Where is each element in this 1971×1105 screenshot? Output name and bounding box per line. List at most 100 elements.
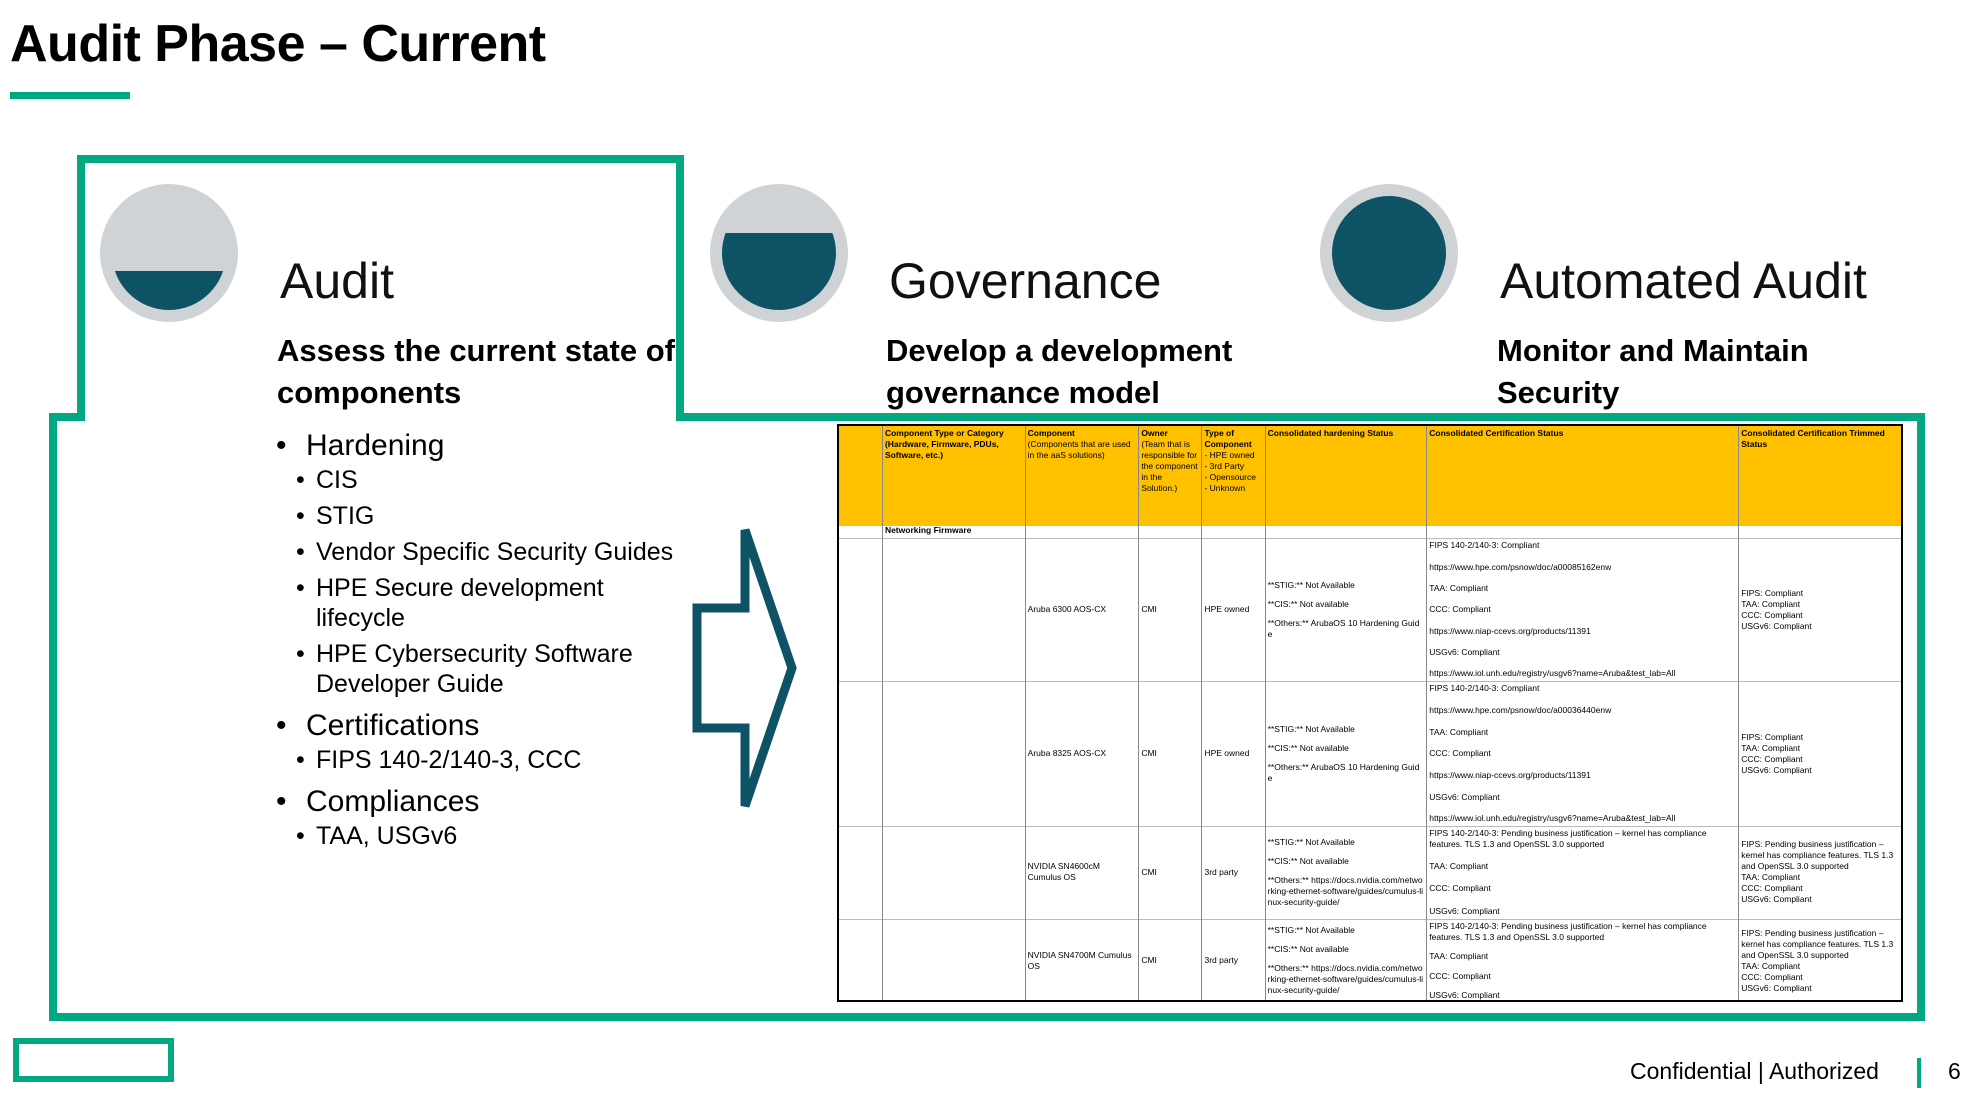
phase-title: Audit xyxy=(280,253,394,309)
header-note: (Team that is responsible for the compon… xyxy=(1141,439,1198,493)
certification-line: USGv6: Compliant xyxy=(1429,646,1500,657)
certification-line: FIPS 140-2/140-3: Compliant xyxy=(1429,683,1540,694)
sub-bullet-text: STIG xyxy=(316,502,375,530)
type: HPE owned xyxy=(1204,604,1250,615)
component: Aruba 8325 AOS-CX xyxy=(1027,748,1107,759)
column-line xyxy=(1426,426,1428,1000)
certification-cell: FIPS 140-2/140-3: Compliant https://www.h… xyxy=(1426,538,1738,681)
trimmed-cell: FIPS: Pending business justification – k… xyxy=(1738,919,1901,1000)
owner: CMI xyxy=(1141,955,1157,966)
hardening-line: **STIG:** Not Available xyxy=(1267,925,1355,936)
audit-icon xyxy=(100,184,238,322)
hardening-cell: **STIG:** Not Available **CIS:** Not avai… xyxy=(1265,919,1427,1000)
group-cell: Networking Firmware xyxy=(882,525,1025,539)
header-title: Type of Component xyxy=(1204,428,1252,449)
hardening-cell: **STIG:** Not Available **CIS:** Not avai… xyxy=(1265,681,1427,826)
component-cell: Aruba 8325 AOS-CX xyxy=(1025,681,1139,826)
hardening-line: **STIG:** Not Available xyxy=(1267,723,1355,734)
header-cell: Component Type or Category (Hardware, Fi… xyxy=(882,426,1025,525)
trimmed-line: FIPS: Compliant xyxy=(1741,731,1804,742)
owner-cell: CMI xyxy=(1138,538,1201,681)
bullet: Compliances xyxy=(276,783,696,821)
hardening-line: **CIS:** Not available xyxy=(1267,598,1349,609)
sub-bullet: Vendor Specific Security Guides xyxy=(276,537,696,573)
certification-line: CCC: Compliant xyxy=(1429,604,1491,615)
type-cell: 3rd party xyxy=(1201,919,1264,1000)
sub-bullet: HPE Secure development lifecycle xyxy=(276,573,696,639)
column-line xyxy=(1201,426,1203,1000)
component-cell: NVIDIA SN4600cM Cumulus OS xyxy=(1025,826,1139,918)
header-cell: Component (Components that are used in th… xyxy=(1025,426,1139,525)
trimmed-cell: FIPS: Compliant TAA: Compliant CCC: Compli… xyxy=(1738,681,1901,826)
owner-cell: CMI xyxy=(1138,919,1201,1000)
hardening-line: **CIS:** Not available xyxy=(1267,944,1349,955)
trimmed-line: USGv6: Compliant xyxy=(1741,764,1812,775)
trimmed-line: TAA: Compliant xyxy=(1741,598,1801,609)
hardening-line: **CIS:** Not available xyxy=(1267,742,1349,753)
header-title: Consolidated Certification Trimmed Statu… xyxy=(1741,428,1885,449)
sub-bullet-text: HPE Secure development lifecycle xyxy=(316,574,604,632)
component-cell: NVIDIA SN4700M Cumulus OS xyxy=(1025,919,1139,1000)
bullet: Hardening xyxy=(276,427,696,465)
certification-line: TAA: Compliant xyxy=(1429,582,1489,593)
governance-icon xyxy=(710,184,848,322)
slide-title: Audit Phase – Current xyxy=(10,15,546,73)
header-title: Component xyxy=(1027,428,1075,438)
hardening-line: **Others:** ArubaOS 10 Hardening Guide xyxy=(1267,761,1420,783)
header-band xyxy=(839,426,1901,525)
trimmed-line: FIPS: Pending business justification – k… xyxy=(1741,927,1894,960)
certification-line: USGv6: Compliant xyxy=(1429,791,1500,802)
trimmed-line: CCC: Compliant xyxy=(1741,609,1803,620)
hardening-cell: **STIG:** Not Available **CIS:** Not avai… xyxy=(1265,826,1427,918)
certification-cell: FIPS 140-2/140-3: Pending business justi… xyxy=(1426,826,1738,918)
phase-title: Automated Audit xyxy=(1500,253,1867,309)
sub-bullet-text: HPE Cybersecurity Software Developer Gui… xyxy=(316,640,633,698)
status-table: Component Type or Category (Hardware, Fi… xyxy=(837,424,1903,1002)
header-note: - Opensource xyxy=(1204,472,1256,482)
group-label: Networking Firmware xyxy=(884,524,972,535)
column-line xyxy=(1138,426,1140,1000)
owner: CMI xyxy=(1141,866,1157,877)
type-cell: HPE owned xyxy=(1201,681,1264,826)
row-line xyxy=(839,918,1901,920)
certification-line: TAA: Compliant xyxy=(1429,951,1489,962)
trimmed-line: TAA: Compliant xyxy=(1741,872,1801,883)
certification-line: https://www.iol.unh.edu/registry/usgv6?n… xyxy=(1429,813,1676,824)
type: HPE owned xyxy=(1204,748,1250,759)
header-note: - Unknown xyxy=(1204,483,1246,493)
certification-line: TAA: Compliant xyxy=(1429,861,1489,872)
column-line xyxy=(881,426,883,1000)
logo-box xyxy=(13,1038,174,1082)
row-line xyxy=(839,524,1901,526)
trimmed-line: TAA: Compliant xyxy=(1741,960,1801,971)
arrow xyxy=(692,528,797,808)
component: Aruba 6300 AOS-CX xyxy=(1027,604,1107,615)
page-number: 6 xyxy=(1948,1058,1961,1084)
trimmed-cell: FIPS: Pending business justification – k… xyxy=(1738,826,1901,918)
owner: CMI xyxy=(1141,604,1157,615)
audit-list: HardeningCIS STIG Vendor Specific Security… xyxy=(276,425,696,857)
row-line xyxy=(839,826,1901,828)
footer-label: Confidential | Authorized xyxy=(1630,1058,1879,1084)
certification-line: CCC: Compliant xyxy=(1429,970,1491,981)
trimmed-line: FIPS: Compliant xyxy=(1741,587,1804,598)
certification-line: https://www.hpe.com/psnow/doc/a00085162e… xyxy=(1429,561,1612,572)
type: 3rd party xyxy=(1204,866,1239,877)
sub-bullet: HPE Cybersecurity Software Developer Gui… xyxy=(276,639,696,705)
certification-line: CCC: Compliant xyxy=(1429,748,1491,759)
header-title: Owner xyxy=(1141,428,1168,438)
column-line xyxy=(1264,426,1266,1000)
trimmed-line: USGv6: Compliant xyxy=(1741,982,1812,993)
header-cell: Consolidated Certification Trimmed Statu… xyxy=(1738,426,1901,525)
row-line xyxy=(839,681,1901,683)
automated-audit-icon xyxy=(1320,184,1458,322)
header-note: (Components that are used in the aaS sol… xyxy=(1027,439,1131,460)
certification-line: USGv6: Compliant xyxy=(1429,905,1500,916)
hardening-line: **Others:** https://docs.nvidia.com/netw… xyxy=(1267,874,1424,907)
sub-bullet: FIPS 140-2/140-3, CCC xyxy=(276,745,696,781)
component: NVIDIA SN4700M Cumulus OS xyxy=(1027,949,1132,971)
header-cell: Consolidated Certification Status xyxy=(1426,426,1738,525)
hardening-line: **Others:** https://docs.nvidia.com/netw… xyxy=(1267,963,1424,996)
trimmed-line: CCC: Compliant xyxy=(1741,883,1803,894)
header-cell: Consolidated hardening Status xyxy=(1265,426,1427,525)
